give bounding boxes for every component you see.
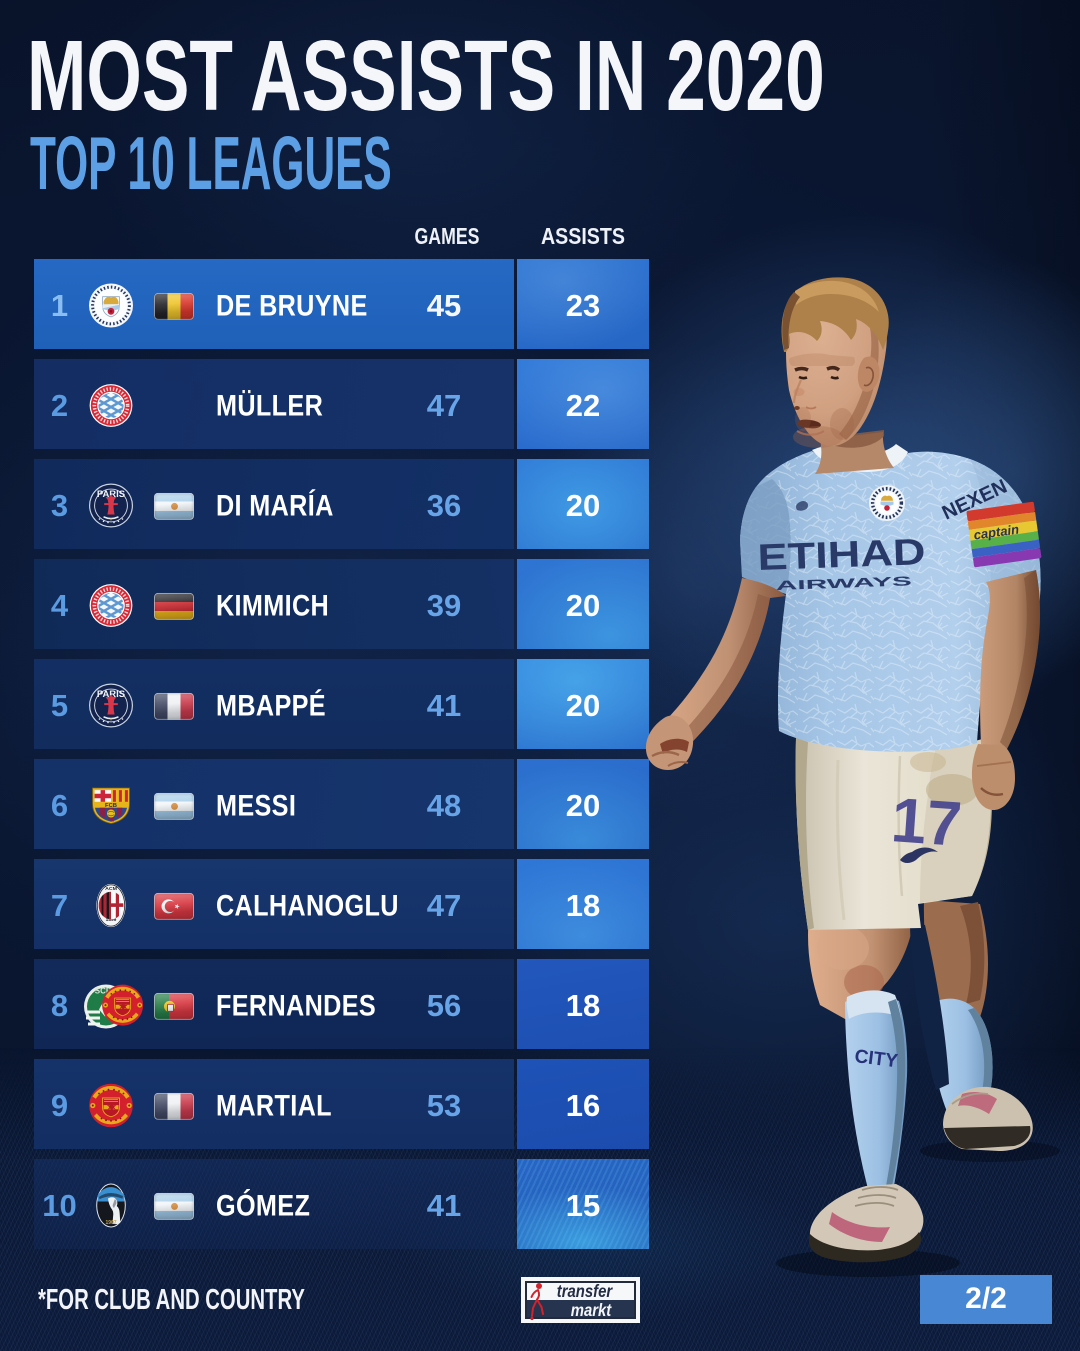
svg-text:ACM: ACM — [105, 886, 117, 892]
svg-text:1899: 1899 — [106, 917, 117, 922]
svg-text:PARIS: PARIS — [97, 690, 125, 700]
svg-text:AIRWAYS: AIRWAYS — [776, 573, 913, 593]
svg-text:captain: captain — [973, 521, 1020, 542]
svg-text:1907: 1907 — [105, 1220, 116, 1226]
svg-text:FCB: FCB — [105, 803, 117, 809]
svg-text:SCP: SCP — [95, 987, 112, 996]
svg-text:PARIS: PARIS — [97, 490, 125, 500]
svg-text:17: 17 — [889, 785, 964, 860]
svg-text:ETIHAD: ETIHAD — [757, 531, 926, 578]
